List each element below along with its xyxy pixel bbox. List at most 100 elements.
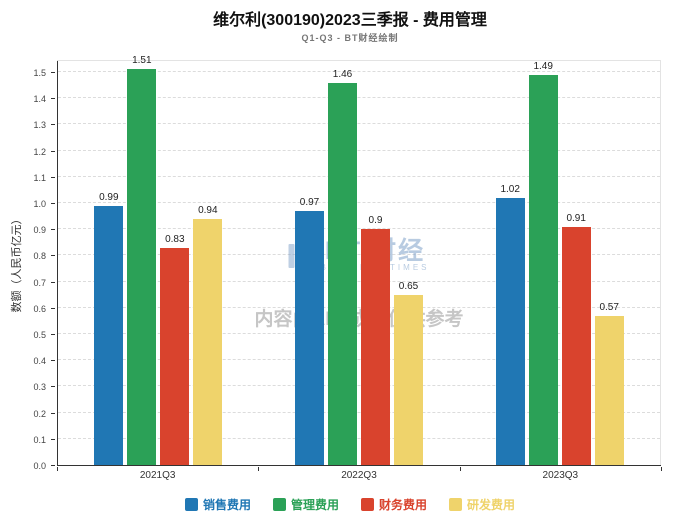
y-tick-label: 1.5 [33, 68, 46, 79]
bar-value-label: 1.46 [332, 68, 353, 80]
legend-label: 管理费用 [290, 498, 339, 512]
legend: 销售费用 管理费用 财务费用 研发费用 [0, 496, 700, 513]
y-tick-mark [51, 72, 55, 74]
bar-group: 0.97 1.46 0.9 0.65 [259, 61, 460, 465]
gridline [58, 149, 660, 151]
legend-label: 销售费用 [202, 498, 251, 512]
y-tick-label: 0.3 [33, 382, 46, 393]
gridline [58, 280, 660, 282]
gridline [58, 359, 660, 361]
bar-研发费用[interactable]: 0.57 [594, 302, 624, 465]
y-tick-label: 1.3 [33, 120, 46, 131]
gridline [58, 228, 660, 230]
legend-label: 财务费用 [379, 498, 428, 512]
y-tick-mark [51, 203, 55, 205]
bar-value-label: 0.99 [99, 191, 119, 203]
bar-管理费用[interactable]: 1.46 [328, 69, 357, 465]
gridline [58, 123, 660, 125]
legend-item-财务费用[interactable]: 财务费用 [361, 496, 427, 513]
bar-group: 1.02 1.49 0.91 0.57 [459, 61, 660, 465]
legend-item-销售费用[interactable]: 销售费用 [184, 496, 251, 513]
bar-value-label: 0.97 [299, 196, 320, 208]
x-tick-mark [258, 467, 260, 471]
bar-管理费用[interactable]: 1.49 [528, 61, 558, 465]
y-axis: 0.0 0.1 0.2 0.3 0.4 0.5 0.6 0.7 0.8 0.9 1.0 1.1 1.2 1… [0, 60, 56, 471]
y-tick-label: 1.1 [33, 172, 46, 183]
legend-label: 研发费用 [467, 498, 516, 512]
y-tick-label: 0.6 [33, 303, 46, 314]
bar-value-label: 0.94 [198, 204, 218, 216]
bar-value-label: 1.02 [500, 183, 520, 195]
bar-研发费用[interactable]: 0.65 [394, 281, 423, 465]
bar-value-label: 0.9 [368, 215, 383, 227]
gridline [58, 71, 660, 73]
y-tick-mark [51, 281, 55, 283]
gridline [58, 333, 660, 335]
y-tick-label: 0.8 [33, 251, 46, 262]
legend-swatch [449, 498, 463, 511]
y-tick-label: 0.5 [33, 330, 46, 341]
x-tick-label: 2022Q3 [341, 470, 377, 481]
y-tick-mark [51, 307, 55, 309]
gridline [58, 175, 660, 177]
y-tick-label: 0.2 [33, 408, 46, 419]
legend-item-管理费用[interactable]: 管理费用 [272, 496, 339, 513]
legend-item-研发费用[interactable]: 研发费用 [449, 496, 515, 513]
x-tick-mark [57, 467, 58, 471]
bar-value-label: 0.91 [566, 212, 586, 224]
gridline [58, 254, 660, 256]
y-tick-label: 1.0 [33, 199, 46, 210]
y-tick-mark [51, 360, 55, 362]
x-tick-mark [661, 467, 662, 471]
y-tick-mark [51, 412, 55, 414]
y-tick-mark [51, 176, 55, 178]
y-tick-mark [51, 334, 55, 336]
y-tick-label: 0.9 [33, 225, 46, 236]
bar-value-label: 0.83 [165, 233, 185, 245]
y-tick-mark [51, 465, 55, 466]
y-tick-label: 0.4 [33, 356, 46, 367]
bar-财务费用[interactable]: 0.91 [561, 213, 591, 465]
x-tick-mark [459, 467, 461, 471]
x-tick-label: 2021Q3 [139, 470, 176, 481]
chart-title: 维尔利(300190)2023三季报 - 费用管理 [213, 12, 487, 29]
bar-财务费用[interactable]: 0.83 [160, 234, 190, 465]
y-tick-mark [51, 255, 55, 257]
gridline [58, 437, 660, 439]
bar-value-label: 0.65 [398, 280, 419, 292]
gridline [58, 411, 660, 413]
y-tick-label: 0.0 [33, 461, 46, 471]
y-tick-label: 1.4 [33, 94, 46, 105]
bar-销售费用[interactable]: 1.02 [495, 184, 525, 465]
bar-value-label: 1.49 [533, 60, 553, 72]
gridline [58, 97, 660, 99]
y-axis-line [57, 61, 58, 466]
bar-研发费用[interactable]: 0.94 [193, 205, 223, 465]
y-tick-mark [51, 98, 55, 100]
x-axis: 2021Q3 2022Q3 2023Q3 [57, 467, 662, 483]
plot-area: BT 财经 BUSINESS TIMES 内容由AI生成，仅供参考 0.991.… [57, 55, 661, 466]
legend-swatch [361, 498, 374, 511]
y-tick-mark [51, 386, 55, 388]
x-axis-line [57, 465, 661, 466]
bar-value-label: 1.51 [132, 55, 152, 67]
bar-group: 0.99 1.51 0.83 0.94 [58, 55, 259, 465]
bar-value-label: 0.57 [599, 301, 619, 313]
y-tick-mark [51, 229, 55, 231]
gridline [58, 202, 660, 204]
y-tick-mark [51, 150, 55, 152]
bar-销售费用[interactable]: 0.97 [295, 197, 324, 465]
bar-财务费用[interactable]: 0.9 [361, 215, 390, 465]
bar-销售费用[interactable]: 0.99 [94, 192, 124, 465]
bar-管理费用[interactable]: 1.51 [127, 55, 157, 465]
y-tick-mark [51, 438, 55, 440]
legend-swatch [184, 498, 198, 511]
y-tick-mark [51, 124, 55, 126]
y-tick-label: 0.7 [33, 277, 46, 288]
gridline [58, 385, 660, 387]
bar-groups: 0.99 1.51 0.83 0.94 0.97 1.46 0.9 0.65 1.02 1.49 0… [58, 55, 660, 465]
y-tick-label: 0.1 [33, 434, 46, 445]
x-tick-label: 2023Q3 [542, 470, 579, 481]
legend-swatch [272, 498, 286, 511]
chart-subtitle: Q1-Q3 - BT财经绘制 [301, 33, 399, 43]
